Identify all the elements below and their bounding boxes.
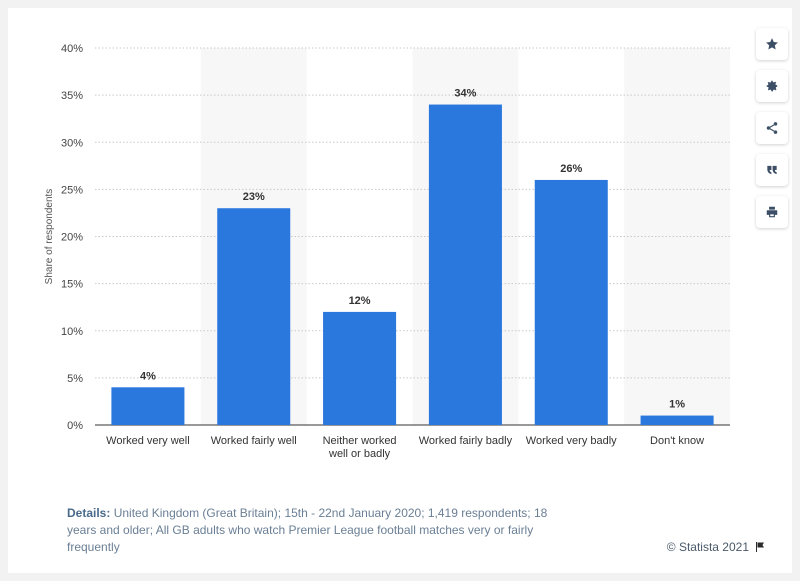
credit-text: © Statista 2021 — [666, 540, 749, 554]
star-icon — [766, 38, 778, 50]
data-label: 34% — [454, 88, 476, 100]
x-tick-label: Worked very badly — [526, 435, 617, 447]
details-text: United Kingdom (Great Britain); 15th - 2… — [67, 506, 548, 554]
toolbar — [756, 28, 790, 238]
data-label: 4% — [140, 370, 156, 382]
x-tick-label: Worked fairly badly — [419, 435, 513, 447]
share-icon — [766, 122, 778, 134]
bar — [640, 415, 714, 425]
x-tick-label: well or badly — [328, 448, 391, 460]
x-tick-label: Worked very well — [106, 435, 190, 447]
print-icon — [766, 206, 778, 218]
share-button[interactable] — [756, 112, 788, 144]
data-label: 12% — [349, 295, 371, 307]
bar — [111, 387, 185, 425]
y-tick-label: 25% — [61, 184, 83, 196]
y-tick-label: 5% — [67, 373, 83, 385]
y-tick-label: 30% — [61, 137, 83, 149]
y-axis-title: Share of respondents — [44, 189, 55, 285]
x-tick-label: Don't know — [650, 435, 704, 447]
bar — [428, 104, 502, 426]
bar-chart: 0% 5% 10% 15% 20% 25% 30% 35% 40% 4% Worked very w… — [44, 43, 730, 460]
y-tick-label: 15% — [61, 279, 83, 291]
cite-button[interactable] — [756, 154, 788, 186]
y-tick-label: 40% — [61, 43, 83, 55]
print-button[interactable] — [756, 196, 788, 228]
source-credit[interactable]: © Statista 2021 — [667, 540, 766, 554]
flag-icon — [756, 542, 764, 552]
chart-card: 0% 5% 10% 15% 20% 25% 30% 35% 40% 4% Worked very w… — [8, 8, 792, 573]
quote-icon — [767, 165, 777, 175]
data-label: 1% — [669, 399, 685, 411]
x-tick-label: Neither worked — [323, 435, 397, 447]
data-label: 23% — [243, 191, 265, 203]
bar — [534, 179, 608, 425]
bar — [323, 311, 397, 425]
data-label: 26% — [560, 163, 582, 175]
details-note: Details: United Kingdom (Great Britain);… — [67, 505, 567, 556]
favorite-button[interactable] — [756, 28, 788, 60]
y-tick-label: 10% — [61, 326, 83, 338]
settings-button[interactable] — [756, 70, 788, 102]
bar — [217, 208, 291, 425]
y-tick-label: 35% — [61, 90, 83, 102]
gear-icon — [766, 80, 778, 92]
details-label: Details: — [67, 506, 111, 520]
y-tick-label: 0% — [67, 420, 83, 432]
y-tick-label: 20% — [61, 232, 83, 244]
x-tick-label: Worked fairly well — [211, 435, 297, 447]
